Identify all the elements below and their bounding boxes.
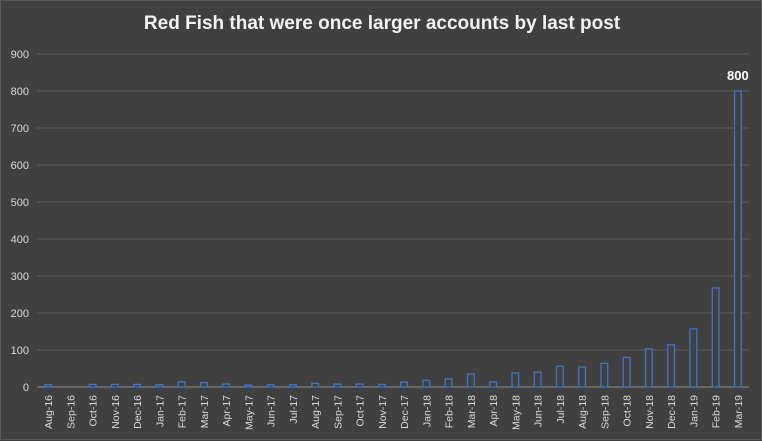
x-tick-label: Dec-16 [132, 395, 144, 429]
bar [711, 287, 720, 388]
bar [88, 383, 97, 388]
y-tick-label: 800 [11, 86, 29, 98]
x-tick-label: Apr-17 [221, 395, 233, 427]
x-tick-label: Jan-18 [421, 395, 433, 427]
bar [155, 384, 164, 388]
chart-title: Red Fish that were once larger accounts … [143, 13, 621, 34]
x-tick-label: Jul-18 [555, 395, 567, 424]
x-tick-label: Sep-16 [65, 395, 77, 429]
bar [600, 362, 609, 388]
x-tick-label: Jun-17 [266, 395, 278, 427]
bar [644, 348, 653, 388]
x-tick-label: Oct-16 [88, 395, 100, 427]
x-tick-label: Aug-16 [43, 395, 55, 429]
bar [533, 371, 542, 388]
bar [422, 379, 431, 388]
x-tick-label: Feb-19 [711, 395, 723, 428]
x-tick-label: Apr-18 [488, 395, 500, 427]
bar [133, 383, 142, 388]
bar [244, 384, 253, 388]
x-tick-label: May-18 [510, 395, 522, 430]
x-tick-label: Mar-19 [733, 395, 745, 428]
bar [311, 382, 320, 388]
x-tick-label: May-17 [243, 395, 255, 430]
y-tick-label: 200 [11, 308, 29, 320]
y-tick-label: 0 [23, 382, 29, 394]
x-tick-label: Mar-17 [199, 395, 211, 428]
x-tick-label: Mar-18 [466, 395, 478, 428]
bar [199, 381, 208, 388]
bar [266, 384, 275, 388]
bar [511, 372, 520, 388]
bar [578, 366, 587, 388]
x-tick-label: Nov-17 [377, 395, 389, 429]
data-label: 800 [727, 68, 749, 83]
y-tick-label: 600 [11, 160, 29, 172]
y-tick-label: 900 [11, 49, 29, 61]
x-tick-label: Oct-17 [355, 395, 367, 427]
bar [44, 384, 53, 388]
bar [444, 378, 453, 388]
x-tick-label: Jan-19 [688, 395, 700, 427]
y-tick-label: 300 [11, 271, 29, 283]
bar [466, 373, 475, 388]
bar [177, 381, 186, 388]
x-tick-label: Aug-18 [577, 395, 589, 429]
x-tick-label: Jun-18 [533, 395, 545, 427]
bar [110, 383, 119, 388]
x-tick-label: Dec-18 [666, 395, 678, 429]
bar [689, 328, 698, 388]
y-tick-label: 400 [11, 234, 29, 246]
bar [355, 383, 364, 388]
x-tick-label: Feb-17 [177, 395, 189, 428]
y-tick-label: 500 [11, 197, 29, 209]
bar [555, 365, 564, 388]
x-tick-label: Jul-17 [288, 395, 300, 424]
bar [622, 356, 631, 388]
x-tick-label: Nov-18 [644, 395, 656, 429]
bar [489, 381, 498, 388]
y-tick-label: 700 [11, 123, 29, 135]
bar [333, 383, 342, 388]
bar [377, 383, 386, 388]
x-tick-label: Oct-18 [622, 395, 634, 427]
x-tick-label: Nov-16 [110, 395, 122, 429]
x-tick-label: Sep-18 [599, 395, 611, 429]
bar [222, 383, 231, 388]
x-tick-label: Dec-17 [399, 395, 411, 429]
x-tick-label: Feb-18 [444, 395, 456, 428]
x-tick-label: Aug-17 [310, 395, 322, 429]
x-tick-label: Sep-17 [332, 395, 344, 429]
bar [733, 90, 742, 388]
x-tick-label: Jan-17 [154, 395, 166, 427]
y-tick-label: 100 [11, 345, 29, 357]
bar [288, 384, 297, 388]
bar [667, 344, 676, 388]
bar [400, 381, 409, 388]
